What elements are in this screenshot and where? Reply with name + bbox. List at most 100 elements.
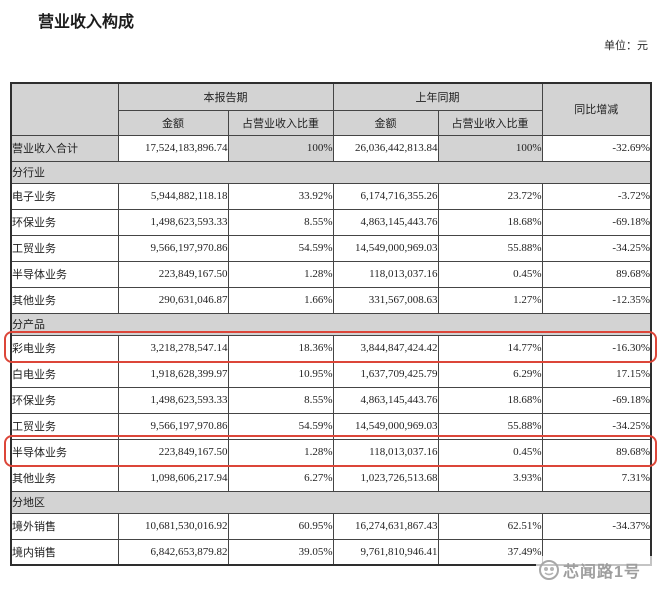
label-cell: 电子业务	[10, 182, 119, 210]
yoy-cell: -3.72%	[541, 182, 652, 210]
yoy-cell: -34.37%	[541, 512, 652, 540]
table-row: 白电业务 1,918,628,399.97 10.95% 1,637,709,425.…	[10, 360, 652, 388]
total-row: 营业收入合计 17,524,183,896.74 100% 26,036,442,81…	[10, 134, 652, 162]
amount-prior-cell: 16,274,631,867.43	[332, 512, 439, 540]
amount-cur-cell: 1,498,623,593.33	[117, 208, 229, 236]
col-group-prior-period: 上年同期	[332, 82, 543, 111]
corner-cell	[10, 82, 119, 136]
table-row: 彩电业务 3,218,278,547.14 18.36% 3,844,847,424.…	[10, 334, 652, 362]
yoy-cell: -16.30%	[541, 334, 652, 362]
table-row: 环保业务 1,498,623,593.33 8.55% 4,863,145,443.7…	[10, 208, 652, 236]
yoy-cell: -34.25%	[541, 234, 652, 262]
revenue-composition-table: 本报告期 上年同期 同比增减 金额 占营业收入比重 金额 占营业收入比重 营业收…	[10, 82, 652, 566]
share-cur-cell: 1.28%	[227, 438, 334, 466]
col-header-share-current: 占营业收入比重	[227, 109, 334, 136]
amount-cur-cell: 290,631,046.87	[117, 286, 229, 314]
label-cell: 环保业务	[10, 386, 119, 414]
table-row: 电子业务 5,944,882,118.18 33.92% 6,174,716,355.…	[10, 182, 652, 210]
amount-prior-cell: 3,844,847,424.42	[332, 334, 439, 362]
label-cell: 工贸业务	[10, 234, 119, 262]
label-cell: 其他业务	[10, 464, 119, 492]
yoy-cell: 7.31%	[541, 464, 652, 492]
share-prior-cell: 1.27%	[437, 286, 543, 314]
amount-cur-cell: 1,918,628,399.97	[117, 360, 229, 388]
amount-cur-cell: 10,681,530,016.92	[117, 512, 229, 540]
amount-prior-cell: 4,863,145,443.76	[332, 386, 439, 414]
amount-prior-cell: 14,549,000,969.03	[332, 412, 439, 440]
col-header-amount-prior: 金额	[332, 109, 439, 136]
share-cur-cell: 39.05%	[227, 538, 334, 566]
share-prior-cell: 14.77%	[437, 334, 543, 362]
yoy-cell: 89.68%	[541, 438, 652, 466]
yoy-cell: -69.18%	[541, 386, 652, 414]
share-cur-cell: 100%	[227, 134, 334, 162]
share-prior-cell: 0.45%	[437, 438, 543, 466]
header-row-columns: 金额 占营业收入比重 金额 占营业收入比重	[11, 109, 651, 136]
table-row: 半导体业务 223,849,167.50 1.28% 118,013,037.16 0.…	[10, 438, 652, 466]
share-cur-cell: 8.55%	[227, 386, 334, 414]
section-label: 分产品	[10, 312, 652, 336]
amount-cur-cell: 17,524,183,896.74	[117, 134, 229, 162]
col-header-amount-current: 金额	[117, 109, 229, 136]
share-cur-cell: 10.95%	[227, 360, 334, 388]
share-prior-cell: 100%	[437, 134, 543, 162]
label-cell: 半导体业务	[10, 438, 119, 466]
section-label: 分地区	[10, 490, 652, 514]
label-cell: 其他业务	[10, 286, 119, 314]
section-header-row: 分产品	[10, 312, 652, 336]
amount-prior-cell: 1,637,709,425.79	[332, 360, 439, 388]
share-prior-cell: 55.88%	[437, 412, 543, 440]
share-prior-cell: 23.72%	[437, 182, 543, 210]
table-row: 境外销售 10,681,530,016.92 60.95% 16,274,631,86…	[10, 512, 652, 540]
share-prior-cell: 55.88%	[437, 234, 543, 262]
label-cell: 白电业务	[10, 360, 119, 388]
table-row: 环保业务 1,498,623,593.33 8.55% 4,863,145,443.7…	[10, 386, 652, 414]
share-cur-cell: 18.36%	[227, 334, 334, 362]
unit-label: 单位：元	[604, 40, 648, 52]
amount-prior-cell: 4,863,145,443.76	[332, 208, 439, 236]
amount-cur-cell: 6,842,653,879.82	[117, 538, 229, 566]
share-cur-cell: 33.92%	[227, 182, 334, 210]
label-cell: 营业收入合计	[10, 134, 119, 162]
section-header-row: 分行业	[10, 160, 652, 184]
amount-cur-cell: 1,498,623,593.33	[117, 386, 229, 414]
amount-prior-cell: 6,174,716,355.26	[332, 182, 439, 210]
amount-prior-cell: 118,013,037.16	[332, 260, 439, 288]
share-cur-cell: 8.55%	[227, 208, 334, 236]
label-cell: 工贸业务	[10, 412, 119, 440]
amount-prior-cell: 14,549,000,969.03	[332, 234, 439, 262]
share-prior-cell: 18.68%	[437, 386, 543, 414]
table-row: 境内销售 6,842,653,879.82 39.05% 9,761,810,946.…	[10, 538, 652, 566]
amount-cur-cell: 1,098,606,217.94	[117, 464, 229, 492]
share-cur-cell: 54.59%	[227, 234, 334, 262]
table-row: 其他业务 1,098,606,217.94 6.27% 1,023,726,513.6…	[10, 464, 652, 492]
amount-prior-cell: 26,036,442,813.84	[332, 134, 439, 162]
page-title: 营业收入构成	[38, 14, 135, 31]
amount-prior-cell: 9,761,810,946.41	[332, 538, 439, 566]
share-prior-cell: 18.68%	[437, 208, 543, 236]
share-prior-cell: 6.29%	[437, 360, 543, 388]
yoy-cell: 89.68%	[541, 260, 652, 288]
header-row-groups: 本报告期 上年同期 同比增减	[10, 82, 652, 136]
label-cell: 环保业务	[10, 208, 119, 236]
table-row: 半导体业务 223,849,167.50 1.28% 118,013,037.16 0.…	[10, 260, 652, 288]
share-cur-cell: 1.28%	[227, 260, 334, 288]
yoy-cell: -69.18%	[541, 208, 652, 236]
amount-prior-cell: 1,023,726,513.68	[332, 464, 439, 492]
yoy-cell: -34.25%	[541, 412, 652, 440]
col-header-yoy: 同比增减	[541, 82, 652, 136]
share-cur-cell: 6.27%	[227, 464, 334, 492]
amount-cur-cell: 223,849,167.50	[117, 260, 229, 288]
share-cur-cell: 1.66%	[227, 286, 334, 314]
amount-cur-cell: 223,849,167.50	[117, 438, 229, 466]
watermark-logo-circle-icon	[538, 559, 560, 581]
amount-cur-cell: 9,566,197,970.86	[117, 234, 229, 262]
amount-cur-cell: 9,566,197,970.86	[117, 412, 229, 440]
section-label: 分行业	[10, 160, 652, 184]
amount-cur-cell: 3,218,278,547.14	[117, 334, 229, 362]
watermark-text: 芯闻路1号	[563, 563, 641, 581]
amount-prior-cell: 331,567,008.63	[332, 286, 439, 314]
share-prior-cell: 3.93%	[437, 464, 543, 492]
share-prior-cell: 62.51%	[437, 512, 543, 540]
table-row: 其他业务 290,631,046.87 1.66% 331,567,008.63 1.2…	[10, 286, 652, 314]
